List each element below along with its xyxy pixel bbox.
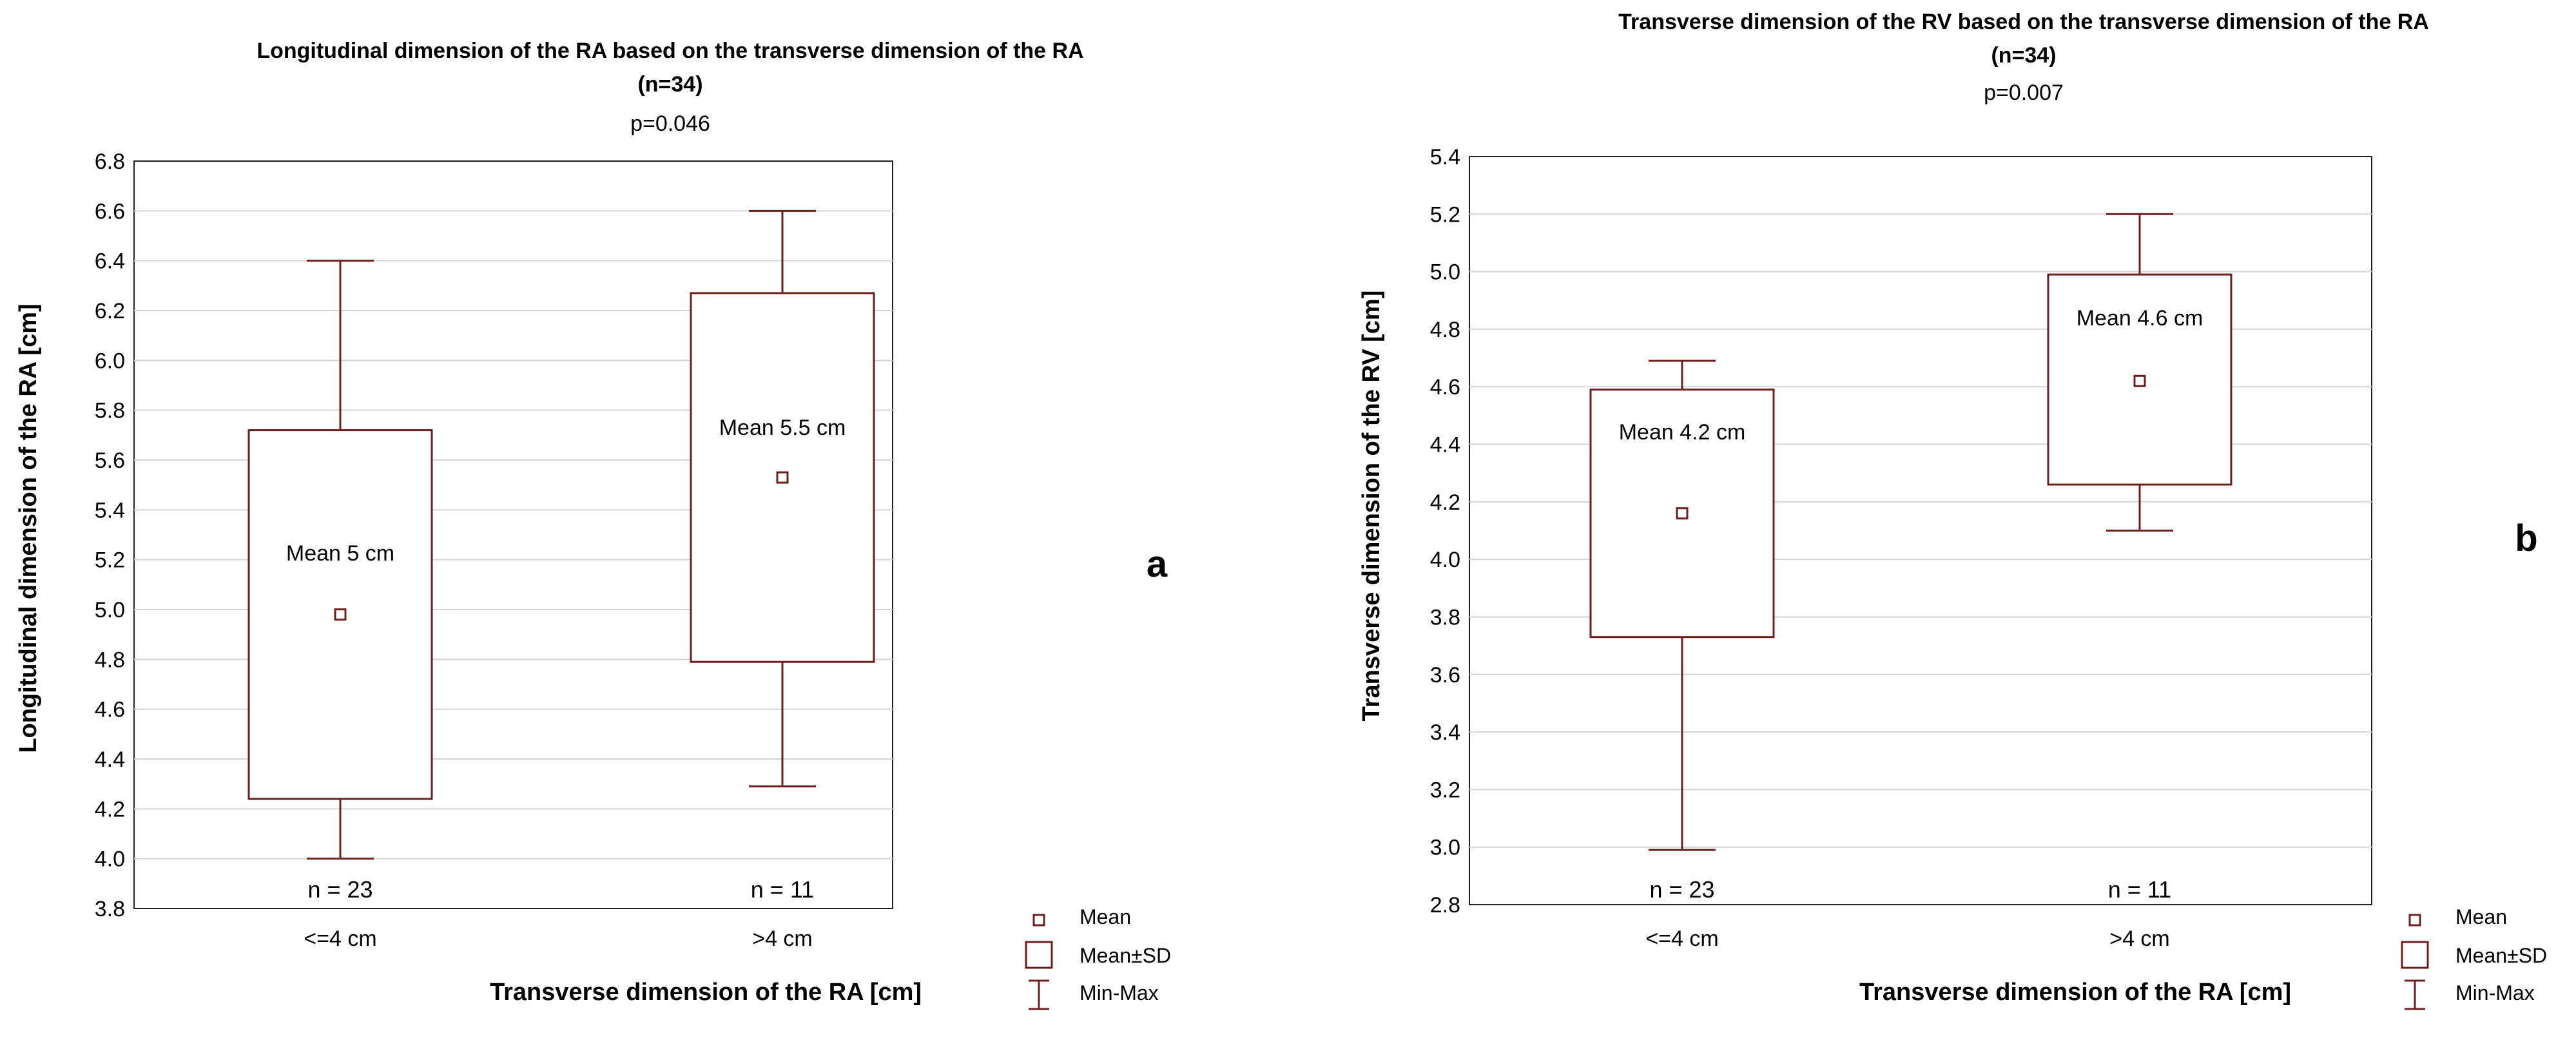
- chart-a-y-tick-label: 5.8: [95, 399, 125, 423]
- chart-b-plot-frame: [1469, 156, 2372, 905]
- chart-a-y-tick-label: 6.8: [95, 149, 125, 174]
- legend-sd-box-icon: [1025, 941, 1053, 969]
- chart-b-n-label: n = 23: [1649, 876, 1714, 903]
- chart-a-panel-label: a: [1147, 543, 1168, 585]
- chart-a-x-axis-label: Transverse dimension of the RA [cm]: [490, 979, 922, 1006]
- legend-mean-label: Mean: [2455, 905, 2507, 928]
- chart-b-title: Transverse dimension of the RV based on …: [1618, 10, 2429, 34]
- chart-a-y-tick-label: 3.8: [95, 897, 125, 921]
- chart-b-mean-label: Mean 4.2 cm: [1619, 420, 1746, 445]
- chart-b-n-label: n = 11: [2108, 876, 2171, 903]
- chart-a-y-tick-label: 5.4: [95, 498, 125, 523]
- chart-a-y-tick-label: 4.0: [95, 847, 125, 872]
- chart-b-x-tick-label: >4 cm: [2109, 927, 2170, 951]
- chart-b-y-tick-label: 4.8: [1430, 318, 1460, 342]
- chart-b-y-tick-label: 3.8: [1430, 605, 1460, 630]
- chart-a-mean-marker: [776, 471, 789, 484]
- chart-b-y-tick-label: 5.2: [1430, 202, 1460, 227]
- legend-mean-label: Mean: [1080, 905, 1131, 928]
- legend-mean-icon: [1032, 914, 1045, 927]
- chart-a-mean-label: Mean 5.5 cm: [719, 416, 846, 440]
- legend-mean-icon: [2408, 914, 2421, 927]
- chart-a-y-tick-label: 6.0: [95, 349, 125, 373]
- chart-b-y-tick-label: 2.8: [1430, 893, 1460, 918]
- chart-a-subtitle: (n=34): [637, 72, 702, 97]
- chart-a-y-tick-label: 6.2: [95, 299, 125, 323]
- chart-a-mean-label: Mean 5 cm: [286, 541, 394, 566]
- chart-b-pvalue: p=0.007: [1984, 81, 2064, 105]
- chart-a-n-label: n = 11: [751, 876, 814, 903]
- chart-b-y-axis-label: Transverse dimension of the RV [cm]: [1358, 291, 1385, 722]
- chart-a-x-tick-label: >4 cm: [752, 927, 813, 951]
- chart-b-y-tick-label: 4.6: [1430, 375, 1460, 399]
- chart-b-y-tick-label: 5.0: [1430, 260, 1460, 285]
- legend-sd-label: Mean±SD: [1080, 944, 1171, 967]
- chart-b-y-tick-label: 4.2: [1430, 490, 1460, 515]
- chart-b-y-tick-label: 3.6: [1430, 663, 1460, 687]
- chart-b-mean-label: Mean 4.6 cm: [2077, 306, 2203, 331]
- chart-a-x-tick-label: <=4 cm: [304, 927, 376, 951]
- chart-b-legend: Mean Mean±SD Min-Max: [2401, 905, 2547, 1010]
- chart-a-y-tick-label: 5.2: [95, 548, 125, 573]
- chart-b-y-tick-label: 4.4: [1430, 433, 1460, 457]
- chart-a-pvalue: p=0.046: [630, 111, 710, 136]
- chart-a-y-tick-label: 4.4: [95, 747, 125, 772]
- chart-b-mean-marker: [1676, 507, 1689, 520]
- chart-b-subtitle: (n=34): [1991, 43, 2056, 68]
- legend-sd-label: Mean±SD: [2455, 944, 2547, 967]
- legend-sd-box-icon: [2401, 941, 2429, 969]
- legend-minmax-label: Min-Max: [2455, 981, 2535, 1004]
- chart-b-y-tick-label: 3.0: [1430, 836, 1460, 860]
- chart-a-y-tick-label: 5.6: [95, 448, 125, 473]
- chart-a-legend: Mean Mean±SD Min-Max: [1025, 905, 1171, 1010]
- chart-a-plot-frame: [133, 160, 893, 909]
- chart-a-y-axis-label: Longitudinal dimension of the RA [cm]: [15, 303, 42, 753]
- chart-a-mean-marker: [334, 608, 347, 621]
- chart-b-mean-marker: [2133, 374, 2146, 387]
- chart-a-y-tick-label: 4.6: [95, 698, 125, 722]
- chart-a-y-tick-label: 4.2: [95, 797, 125, 822]
- chart-b-y-tick-label: 3.2: [1430, 778, 1460, 802]
- chart-b-x-tick-label: <=4 cm: [1645, 927, 1718, 951]
- chart-a-y-tick-label: 6.6: [95, 199, 125, 224]
- chart-a-y-tick-label: 5.0: [95, 598, 125, 622]
- chart-b-panel-label: b: [2515, 517, 2537, 559]
- chart-a-y-tick-label: 6.4: [95, 249, 125, 274]
- chart-b-x-axis-label: Transverse dimension of the RA [cm]: [1859, 979, 2291, 1006]
- legend-minmax-label: Min-Max: [1080, 981, 1159, 1004]
- chart-a-y-tick-label: 4.8: [95, 648, 125, 672]
- chart-b-y-tick-label: 5.4: [1430, 145, 1460, 169]
- chart-a-n-label: n = 23: [307, 876, 373, 903]
- chart-b-y-tick-label: 3.4: [1430, 720, 1460, 745]
- chart-b-y-tick-label: 4.0: [1430, 548, 1460, 572]
- chart-a-title: Longitudinal dimension of the RA based o…: [257, 39, 1083, 63]
